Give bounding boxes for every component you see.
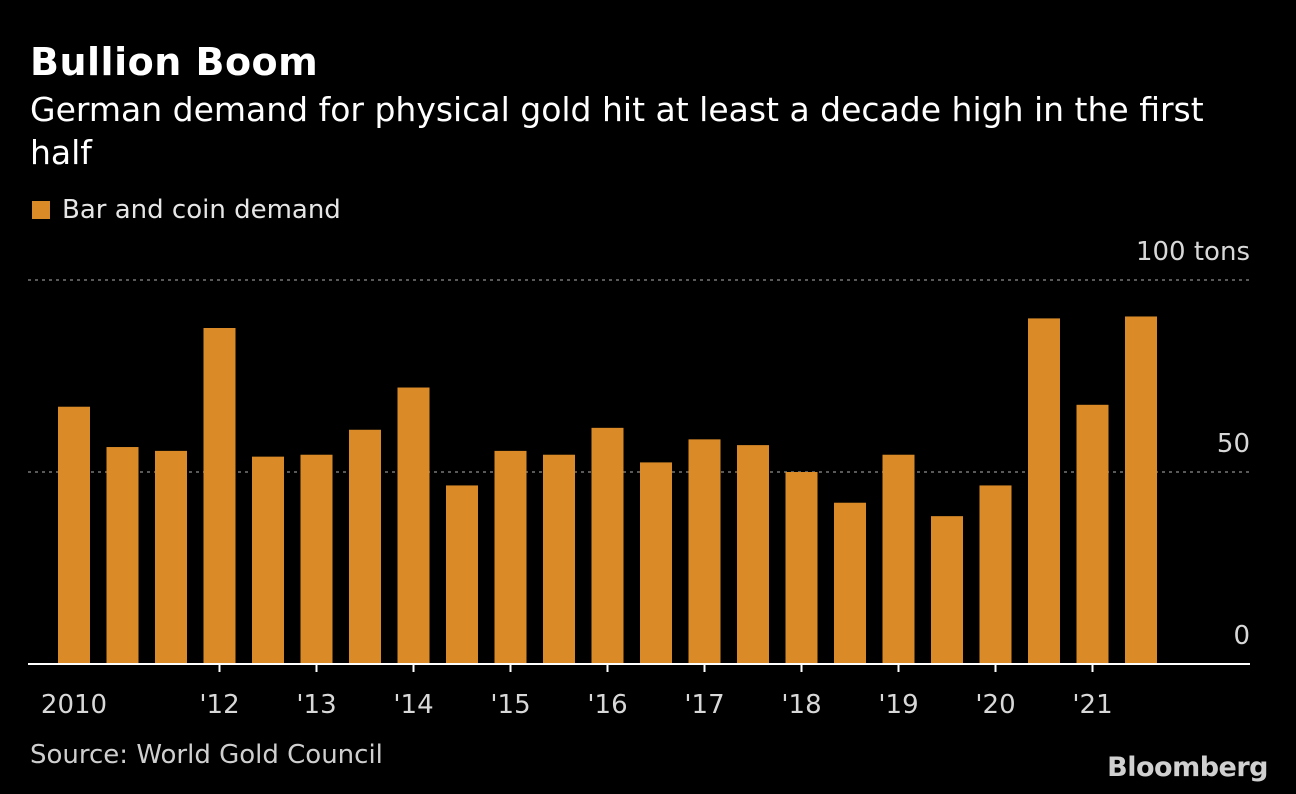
bar [252,456,284,664]
x-tick-label: '17 [684,690,724,720]
bar [203,328,236,664]
bar [737,445,769,664]
bar [979,485,1012,664]
bar [640,462,672,664]
x-tick-label: '14 [393,690,433,720]
bar [58,406,90,664]
x-tick-label: '18 [781,690,821,720]
legend: Bar and coin demand [32,195,341,225]
bar [300,454,333,664]
y-tick-label: 0 [1233,621,1250,651]
bar [834,502,866,664]
x-tick-label: '21 [1072,690,1112,720]
bar [349,429,381,664]
bar [1028,318,1060,664]
x-tick-label: '20 [975,690,1015,720]
bar [543,454,575,664]
bloomberg-logo: Bloomberg [1107,752,1268,783]
legend-swatch [32,201,50,219]
bar [591,427,624,664]
x-tick-label: '16 [587,690,627,720]
x-tick-label: '19 [878,690,918,720]
source-note: Source: World Gold Council [30,740,383,770]
x-tick-label: '12 [199,690,239,720]
bar [882,454,915,664]
bar [931,516,963,664]
bar [785,472,818,664]
bar [397,387,430,664]
y-tick-label: 50 [1217,429,1250,459]
bar [494,450,527,664]
x-tick-label: '13 [296,690,336,720]
x-tick-label: '15 [490,690,530,720]
chart-title: Bullion Boom [30,40,319,84]
legend-label: Bar and coin demand [62,195,341,225]
bar [1125,316,1157,664]
y-tick-label: 100 tons [1136,237,1250,267]
bar [688,439,721,664]
bar [1076,404,1109,664]
x-tick-label: 2010 [41,690,107,720]
chart-subtitle: German demand for physical gold hit at l… [30,90,1204,172]
bar [106,447,139,664]
bar [155,450,187,664]
bar [446,485,478,664]
